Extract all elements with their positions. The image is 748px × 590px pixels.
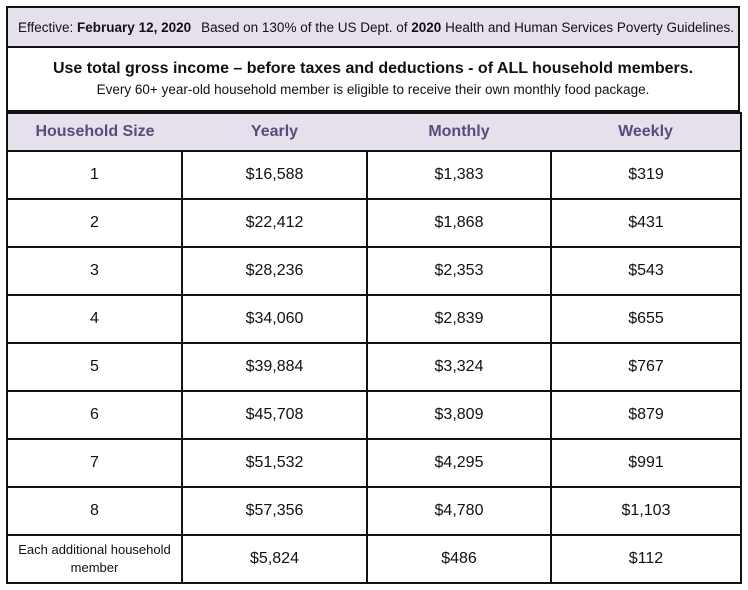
- table-header-row: Household Size Yearly Monthly Weekly: [6, 112, 742, 152]
- header-monthly: Monthly: [367, 112, 551, 152]
- based-on-suffix: Health and Human Services Poverty Guidel…: [445, 19, 734, 35]
- weekly-cell: $1,103: [550, 486, 742, 536]
- yearly-cell: $57,356: [181, 486, 368, 536]
- table-row: 4 $34,060 $2,839 $655: [6, 294, 742, 344]
- household-size-cell: 3: [6, 246, 183, 296]
- monthly-cell: $1,868: [366, 198, 552, 248]
- household-size-cell: 7: [6, 438, 183, 488]
- based-on-prefix: Based on 130% of the US Dept. of: [201, 19, 408, 35]
- effective-date: February 12, 2020: [77, 19, 192, 35]
- weekly-cell: $431: [550, 198, 742, 248]
- weekly-cell: $991: [550, 438, 742, 488]
- monthly-cell: $2,839: [366, 294, 552, 344]
- effective-banner: Effective: February 12, 2020 Based on 13…: [6, 6, 740, 48]
- effective-label: Effective:: [18, 19, 74, 35]
- yearly-cell: $5,824: [181, 534, 368, 584]
- yearly-cell: $51,532: [181, 438, 368, 488]
- table-row: 7 $51,532 $4,295 $991: [6, 438, 742, 488]
- weekly-cell: $767: [550, 342, 742, 392]
- table-row: 8 $57,356 $4,780 $1,103: [6, 486, 742, 536]
- guideline-year: 2020: [411, 19, 442, 35]
- income-guidelines-document: Effective: February 12, 2020 Based on 13…: [6, 6, 742, 584]
- monthly-cell: $4,295: [366, 438, 552, 488]
- yearly-cell: $45,708: [181, 390, 368, 440]
- household-size-cell: 5: [6, 342, 183, 392]
- header-weekly: Weekly: [551, 112, 742, 152]
- table-row: 6 $45,708 $3,809 $879: [6, 390, 742, 440]
- monthly-cell: $4,780: [366, 486, 552, 536]
- table-row: 5 $39,884 $3,324 $767: [6, 342, 742, 392]
- weekly-cell: $879: [550, 390, 742, 440]
- weekly-cell: $655: [550, 294, 742, 344]
- monthly-cell: $486: [366, 534, 552, 584]
- yearly-cell: $28,236: [181, 246, 368, 296]
- yearly-cell: $34,060: [181, 294, 368, 344]
- header-household-size: Household Size: [6, 112, 182, 152]
- household-size-cell: 1: [6, 150, 183, 200]
- monthly-cell: $3,809: [366, 390, 552, 440]
- weekly-cell: $543: [550, 246, 742, 296]
- household-size-cell: 2: [6, 198, 183, 248]
- household-size-cell: Each additional household member: [6, 534, 183, 584]
- weekly-cell: $112: [550, 534, 742, 584]
- weekly-cell: $319: [550, 150, 742, 200]
- household-size-cell: 4: [6, 294, 183, 344]
- yearly-cell: $16,588: [181, 150, 368, 200]
- notice-sub-text: Every 60+ year-old household member is e…: [96, 82, 650, 97]
- yearly-cell: $22,412: [181, 198, 368, 248]
- monthly-cell: $1,383: [366, 150, 552, 200]
- header-yearly: Yearly: [182, 112, 367, 152]
- table-row: 3 $28,236 $2,353 $543: [6, 246, 742, 296]
- notice-main-text: Use total gross income – before taxes an…: [52, 60, 694, 77]
- income-notice: Use total gross income – before taxes an…: [6, 48, 740, 112]
- household-size-cell: 6: [6, 390, 183, 440]
- table-row: 1 $16,588 $1,383 $319: [6, 150, 742, 200]
- table-row: 2 $22,412 $1,868 $431: [6, 198, 742, 248]
- monthly-cell: $3,324: [366, 342, 552, 392]
- table-row: Each additional household member $5,824 …: [6, 534, 742, 584]
- income-table: Household Size Yearly Monthly Weekly 1 $…: [6, 112, 742, 584]
- household-size-cell: 8: [6, 486, 183, 536]
- monthly-cell: $2,353: [366, 246, 552, 296]
- yearly-cell: $39,884: [181, 342, 368, 392]
